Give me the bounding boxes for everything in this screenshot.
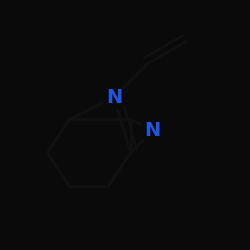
Text: N: N — [145, 121, 161, 140]
Circle shape — [102, 86, 126, 109]
Text: N: N — [106, 88, 122, 107]
Circle shape — [141, 119, 165, 142]
